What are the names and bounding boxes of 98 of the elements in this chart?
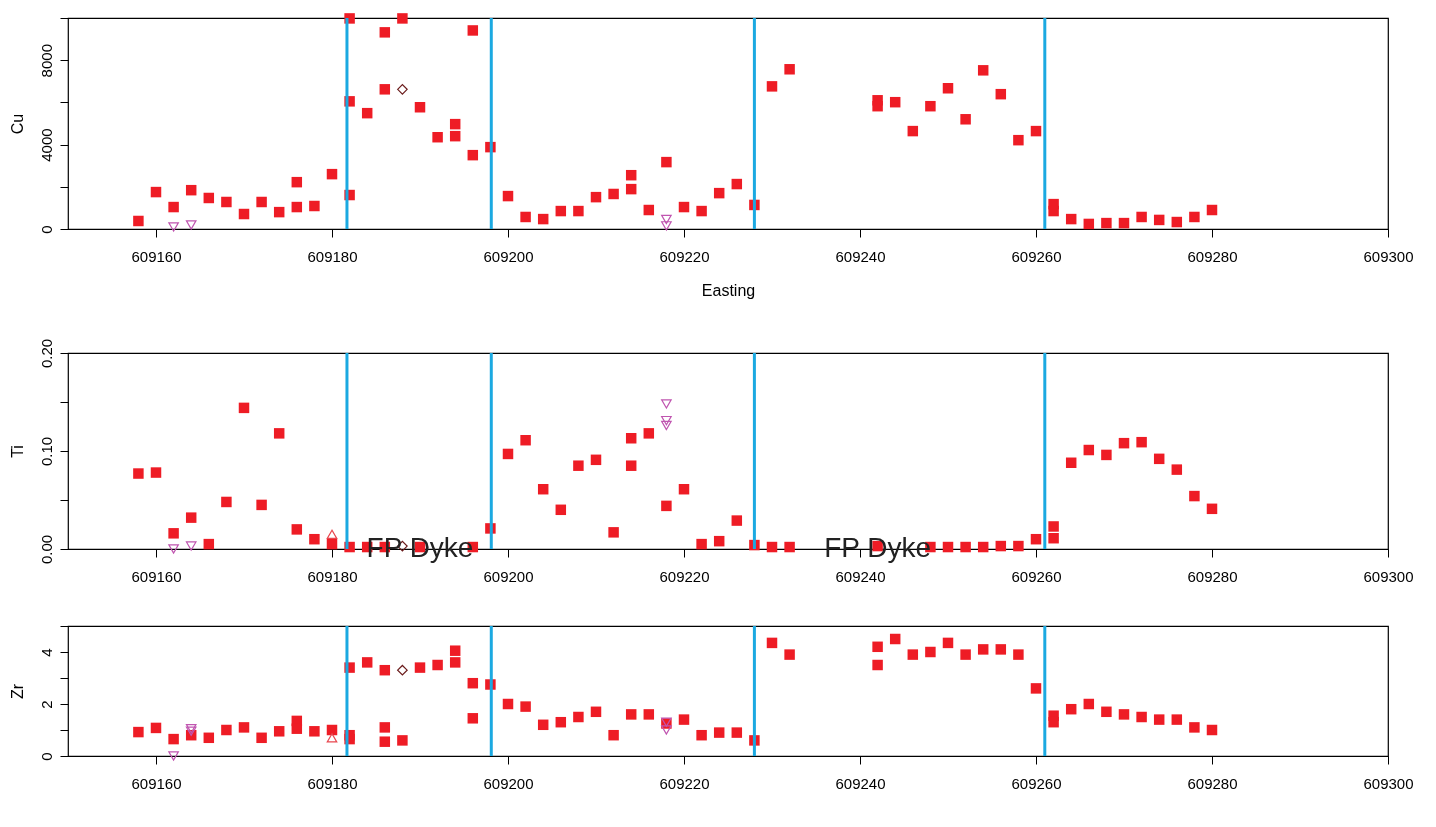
point xyxy=(661,725,672,735)
point xyxy=(977,541,989,553)
point xyxy=(678,483,690,495)
point xyxy=(661,500,672,512)
y-tick-label: 0.00 xyxy=(37,534,55,565)
point xyxy=(1065,457,1077,468)
point xyxy=(1153,453,1165,465)
y-tick-label: 2 xyxy=(37,700,55,709)
point xyxy=(661,420,672,431)
y-tick-label: 4000 xyxy=(37,128,55,162)
x-tick-label: 609220 xyxy=(659,774,710,792)
point xyxy=(326,529,338,540)
point xyxy=(1189,490,1200,502)
point xyxy=(520,434,531,446)
y-tick-label: 0.20 xyxy=(37,338,55,369)
point xyxy=(960,541,971,553)
point xyxy=(1030,533,1042,545)
point xyxy=(731,515,743,526)
point xyxy=(326,733,338,743)
y-tick-label: 0 xyxy=(37,752,55,761)
point xyxy=(608,527,619,538)
point xyxy=(221,496,232,508)
point xyxy=(185,541,197,551)
point xyxy=(309,533,320,545)
x-tick-label: 609220 xyxy=(659,567,710,585)
point xyxy=(1171,464,1183,475)
point xyxy=(537,483,549,495)
x-tick-label: 609300 xyxy=(1363,567,1414,585)
point xyxy=(1013,540,1024,552)
point xyxy=(661,415,672,426)
point xyxy=(1206,503,1218,515)
point xyxy=(661,221,672,231)
x-axis-title: Easting xyxy=(701,281,756,299)
point xyxy=(150,467,162,478)
point xyxy=(661,399,672,409)
point xyxy=(326,538,338,550)
point xyxy=(1048,532,1059,544)
x-tick-label: 609240 xyxy=(835,774,886,792)
point xyxy=(1083,444,1095,456)
x-tick-label: 609180 xyxy=(307,567,358,585)
point xyxy=(185,220,197,230)
y-axis-title: Cu xyxy=(8,113,26,135)
point xyxy=(1101,449,1112,461)
x-tick-label: 609160 xyxy=(131,774,182,792)
point xyxy=(995,540,1007,552)
point xyxy=(625,433,637,444)
point xyxy=(256,499,267,511)
point xyxy=(1118,437,1130,449)
point xyxy=(502,448,514,460)
point xyxy=(1048,521,1059,532)
x-tick-label: 609280 xyxy=(1187,774,1238,792)
x-tick-label: 609220 xyxy=(659,247,710,265)
x-tick-label: 609280 xyxy=(1187,247,1238,265)
point xyxy=(766,541,778,553)
point xyxy=(273,428,285,439)
x-tick-label: 609300 xyxy=(1363,247,1414,265)
y-axis-title: Ti xyxy=(8,445,26,458)
x-tick-label: 609200 xyxy=(483,247,534,265)
y-tick-label: 0 xyxy=(37,225,55,234)
y-tick-label: 8000 xyxy=(37,44,55,78)
x-tick-label: 609260 xyxy=(1011,567,1062,585)
point xyxy=(397,83,408,95)
point xyxy=(625,460,637,471)
x-tick-label: 609160 xyxy=(131,567,182,585)
point xyxy=(168,544,179,554)
x-tick-label: 609260 xyxy=(1011,774,1062,792)
x-tick-label: 609180 xyxy=(307,247,358,265)
point xyxy=(203,538,215,550)
point xyxy=(397,664,408,676)
point xyxy=(696,538,707,550)
point xyxy=(1136,436,1147,448)
point xyxy=(133,468,144,479)
point xyxy=(291,524,303,535)
point xyxy=(713,535,725,547)
point xyxy=(661,214,672,225)
point xyxy=(784,541,795,553)
point xyxy=(168,222,179,232)
x-tick-label: 609160 xyxy=(131,247,182,265)
x-tick-label: 609240 xyxy=(835,247,886,265)
y-tick-label: 4 xyxy=(37,648,55,657)
x-tick-label: 609260 xyxy=(1011,247,1062,265)
x-tick-label: 609200 xyxy=(483,567,534,585)
point xyxy=(238,402,250,414)
point xyxy=(942,541,954,553)
y-tick-label: 0.10 xyxy=(37,436,55,467)
point xyxy=(573,460,584,471)
point xyxy=(643,428,655,439)
point xyxy=(168,751,179,761)
y-axis-title: Zr xyxy=(8,683,26,700)
x-tick-label: 609200 xyxy=(483,774,534,792)
x-tick-label: 609180 xyxy=(307,774,358,792)
point xyxy=(590,454,602,466)
x-tick-label: 609300 xyxy=(1363,774,1414,792)
x-tick-label: 609240 xyxy=(835,567,886,585)
x-tick-label: 609280 xyxy=(1187,567,1238,585)
point xyxy=(185,512,197,523)
point xyxy=(168,528,179,539)
point xyxy=(555,504,567,516)
